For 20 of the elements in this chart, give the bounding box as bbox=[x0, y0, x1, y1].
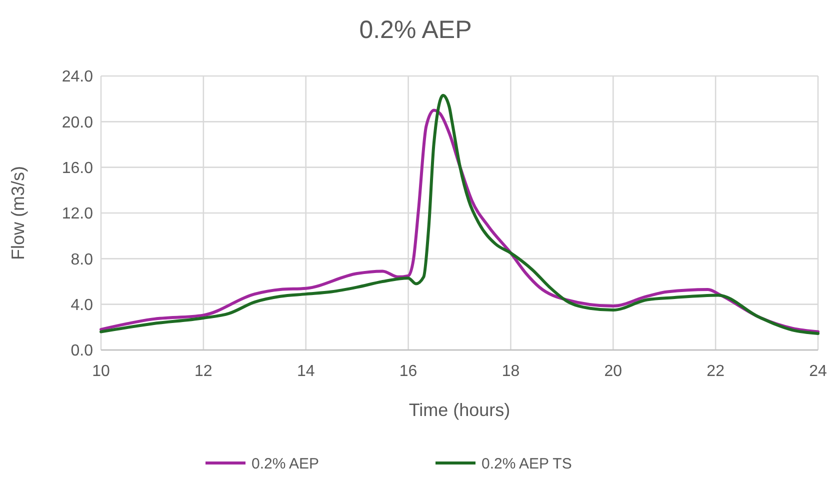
y-tick-label: 20.0 bbox=[62, 114, 94, 132]
legend-label: 0.2% AEP TS bbox=[482, 455, 572, 472]
chart-title: 0.2% AEP bbox=[359, 16, 472, 44]
x-tick-label: 22 bbox=[706, 363, 725, 380]
x-tick-label: 24 bbox=[809, 363, 827, 380]
y-tick-label: 16.0 bbox=[62, 160, 94, 177]
x-tick-label: 12 bbox=[194, 363, 212, 380]
x-tick-label: 20 bbox=[604, 363, 622, 380]
x-tick-label: 14 bbox=[296, 363, 315, 380]
legend-label: 0.2% AEP bbox=[252, 455, 320, 472]
x-tick-label: 16 bbox=[399, 363, 418, 380]
y-tick-label: 8.0 bbox=[70, 251, 94, 268]
y-tick-label: 0.0 bbox=[70, 342, 94, 360]
y-tick-label: 4.0 bbox=[70, 296, 94, 314]
x-tick-label: 10 bbox=[92, 363, 110, 380]
y-axis-title: Flow (m3/s) bbox=[8, 166, 28, 260]
x-tick-label: 18 bbox=[502, 363, 520, 380]
y-tick-label: 24.0 bbox=[62, 68, 94, 86]
x-axis-title: Time (hours) bbox=[408, 400, 510, 420]
y-tick-label: 12.0 bbox=[62, 206, 94, 223]
